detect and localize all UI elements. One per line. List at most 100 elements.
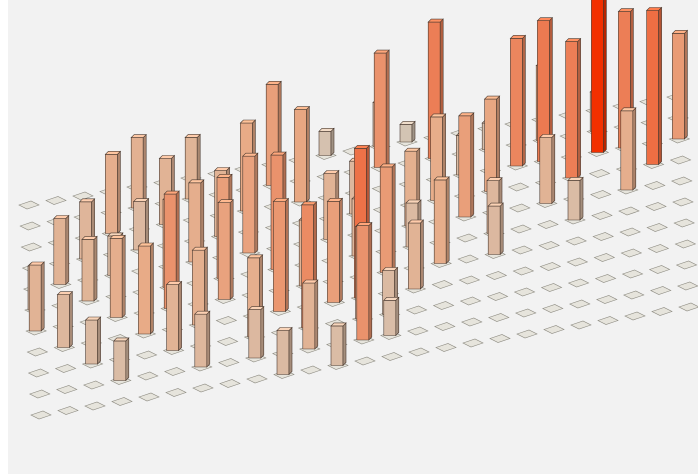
base-tile	[674, 239, 697, 249]
base-tile	[621, 269, 644, 279]
base-tile	[678, 302, 698, 312]
base-tile	[671, 176, 693, 186]
base-tile	[84, 401, 106, 411]
base-tile	[135, 350, 158, 360]
base-tile	[539, 262, 562, 271]
chart-viewport[interactable]	[8, 0, 698, 474]
bar	[276, 326, 293, 376]
base-tile	[542, 304, 564, 313]
base-tile	[543, 325, 565, 334]
bar	[407, 219, 425, 290]
bar3d-chart	[18, 0, 698, 420]
bar	[132, 197, 150, 251]
bar	[217, 198, 234, 301]
base-tile	[593, 253, 616, 262]
base-tile	[435, 343, 457, 352]
base-tile	[458, 275, 481, 285]
bar	[137, 242, 155, 335]
bar	[620, 107, 637, 191]
base-tile	[215, 316, 238, 325]
base-tile	[647, 244, 670, 253]
base-tile	[462, 338, 484, 348]
base-tile	[597, 316, 619, 325]
bar	[645, 6, 663, 166]
bar	[56, 290, 74, 349]
bar	[302, 279, 319, 350]
base-tile	[510, 224, 532, 234]
base-tile	[651, 307, 673, 316]
base-tile	[646, 223, 668, 232]
base-tile	[591, 211, 613, 220]
base-tile	[72, 191, 94, 201]
base-tile	[432, 301, 455, 310]
base-tile	[619, 227, 641, 237]
base-tile	[512, 266, 535, 276]
base-tile	[83, 380, 105, 390]
base-tile	[618, 206, 640, 216]
base-tile	[27, 368, 50, 378]
base-tile	[566, 257, 589, 267]
bar	[163, 190, 180, 310]
base-tile	[192, 383, 214, 393]
base-tile	[565, 236, 587, 246]
base-tile	[408, 347, 430, 357]
base-tile	[138, 392, 160, 402]
bar	[191, 246, 209, 326]
base-tile	[511, 245, 533, 255]
base-tile	[489, 334, 511, 343]
bar	[487, 202, 504, 256]
base-tile	[461, 317, 483, 327]
bar	[188, 179, 205, 263]
base-tile	[218, 358, 240, 367]
base-tile	[620, 248, 643, 258]
base-tile	[570, 320, 592, 330]
base-tile	[29, 389, 51, 399]
base-tile	[405, 305, 428, 315]
bar	[483, 95, 501, 193]
base-tile	[507, 182, 530, 192]
base-tile	[540, 283, 563, 292]
base-tile	[216, 337, 239, 346]
bar	[242, 152, 259, 254]
base-tile	[592, 232, 614, 241]
base-tile	[567, 278, 590, 288]
base-tile	[30, 410, 52, 420]
base-tile	[650, 286, 672, 295]
bar	[564, 37, 582, 179]
base-tile	[26, 347, 49, 357]
bar	[194, 310, 211, 368]
base-tile	[45, 196, 67, 205]
base-tile	[590, 190, 612, 199]
base-tile	[300, 365, 322, 375]
bar	[293, 105, 311, 203]
base-tile	[18, 200, 40, 210]
bar	[567, 176, 584, 221]
bar	[165, 280, 183, 352]
base-tile	[669, 155, 692, 165]
base-tile	[354, 356, 376, 366]
bar	[109, 234, 126, 319]
bar	[671, 29, 689, 140]
base-tile	[515, 308, 537, 318]
base-tile	[165, 388, 187, 397]
base-tile	[381, 352, 403, 361]
base-tile	[434, 322, 456, 331]
bar	[130, 133, 147, 209]
base-tile	[56, 385, 78, 394]
base-tile	[624, 311, 646, 321]
base-tile	[623, 290, 645, 300]
bar	[53, 214, 70, 286]
base-tile	[486, 292, 509, 301]
base-tile	[677, 281, 698, 291]
bar	[248, 305, 265, 359]
base-tile	[137, 371, 159, 381]
base-tile	[648, 265, 671, 274]
base-tile	[488, 313, 510, 322]
bar	[399, 120, 416, 143]
base-tile	[596, 295, 618, 304]
base-tile	[672, 197, 694, 207]
base-tile	[485, 271, 508, 280]
base-tile	[457, 254, 479, 264]
base-tile	[569, 299, 591, 309]
base-tile	[19, 221, 41, 231]
